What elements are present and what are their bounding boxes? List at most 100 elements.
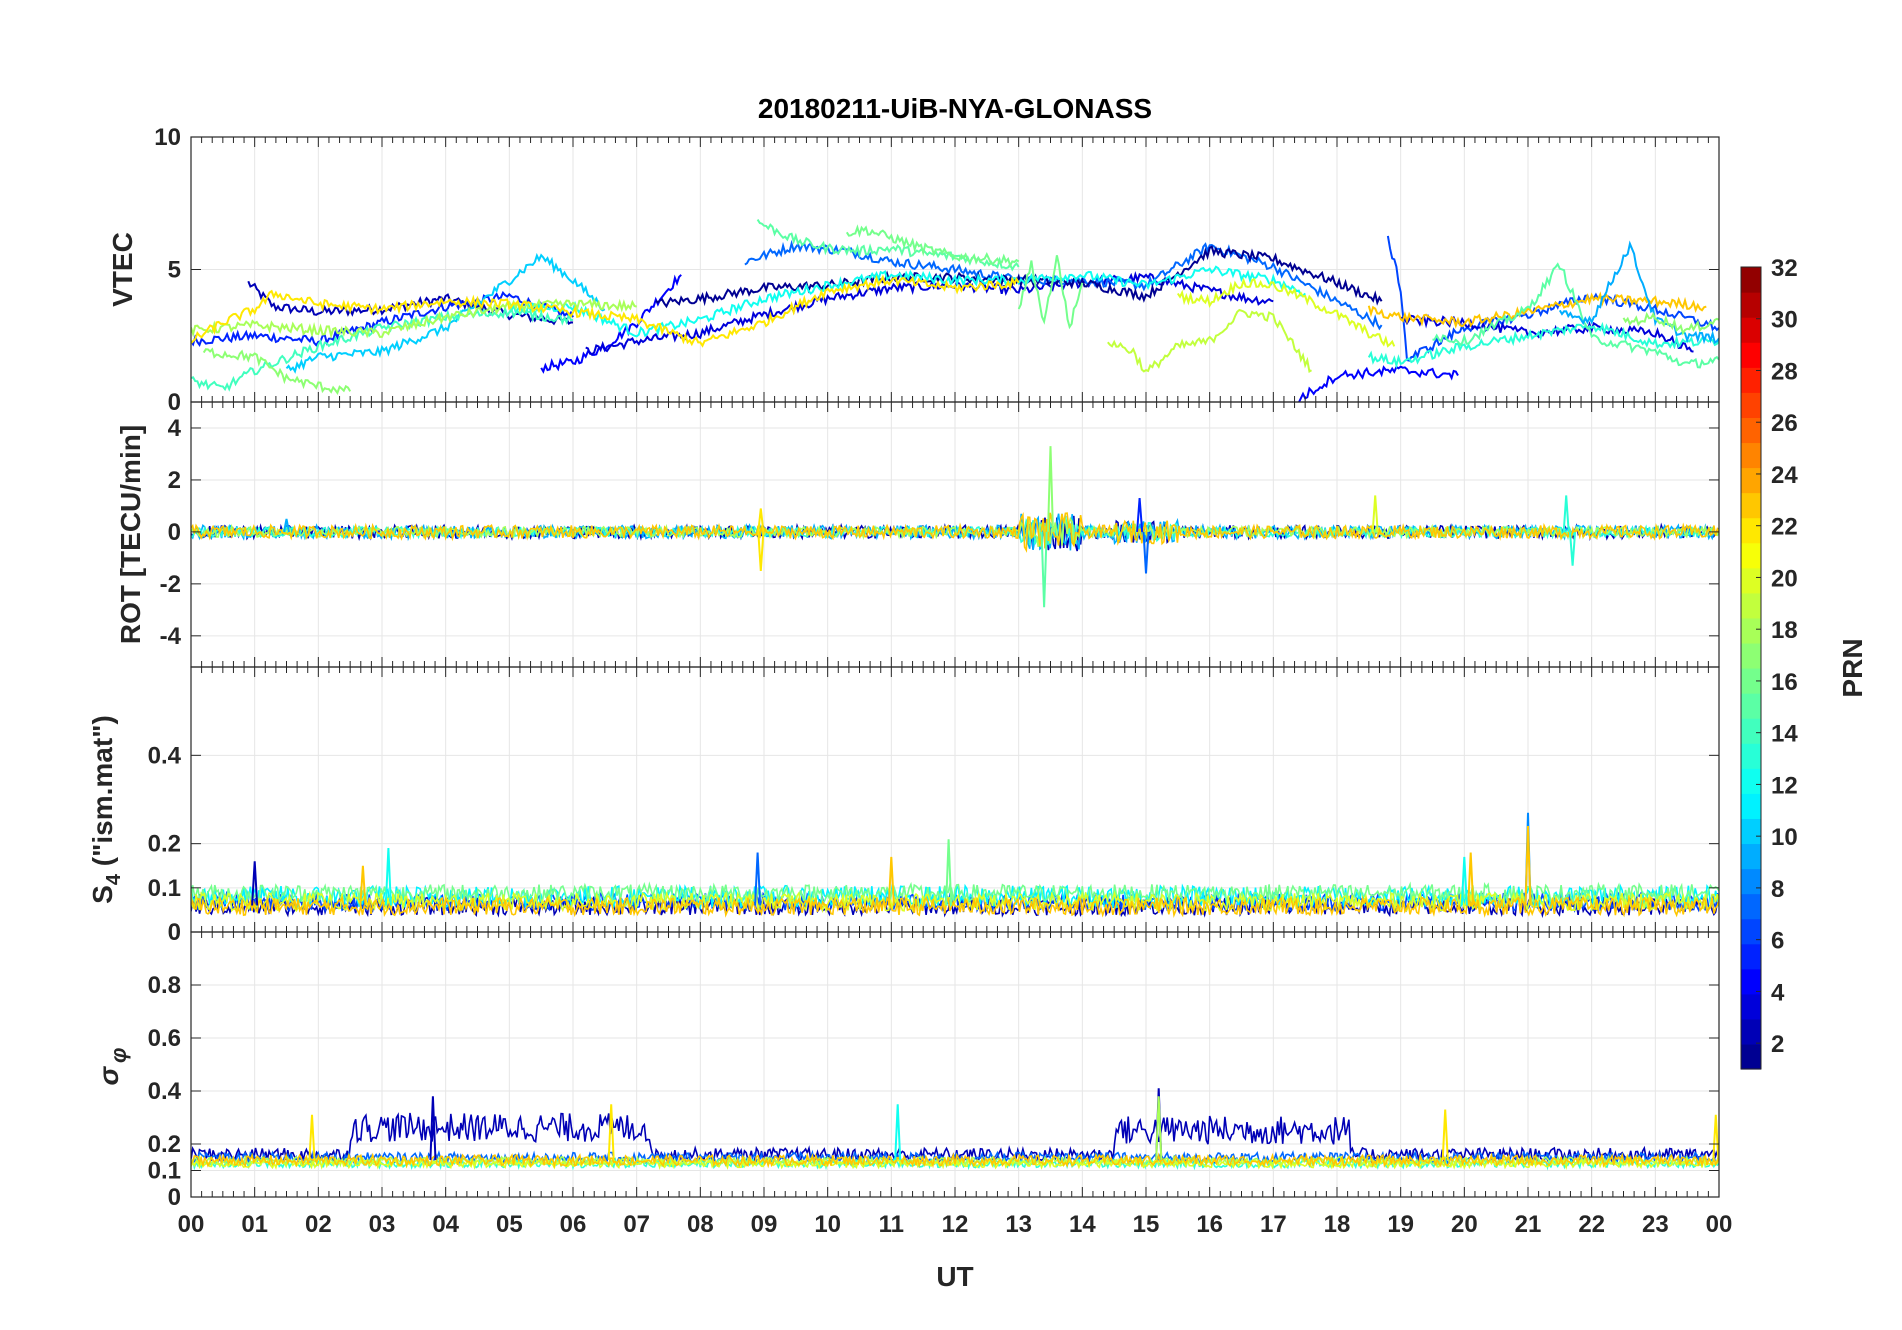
peak-prn-16 [945, 839, 953, 906]
colorbar-segment [1741, 843, 1761, 870]
vtec-series-prn-6 [1386, 235, 1719, 362]
vtec-series-prn-4 [1297, 365, 1459, 402]
peak-prn-12 [894, 1104, 902, 1160]
y-tick-label: 0 [168, 519, 181, 546]
peak-prn-23 [1524, 825, 1532, 906]
colorbar-segment [1741, 1018, 1761, 1045]
colorbar-segment [1741, 668, 1761, 694]
x-tick-label: 00 [1706, 1211, 1733, 1238]
colorbar-segment [1741, 918, 1761, 945]
y-tick-label: 0.8 [148, 972, 181, 999]
peak-prn-23 [359, 865, 367, 906]
y-tick-label: 0.6 [148, 1025, 181, 1052]
colorbar-tick-label: 28 [1771, 358, 1798, 385]
colorbar-tick-label: 18 [1771, 617, 1798, 644]
x-tick-label: 00 [178, 1211, 205, 1238]
x-axis-label: UT [936, 1261, 973, 1292]
colorbar-tick-label: 26 [1771, 410, 1798, 437]
x-tick-label: 11 [879, 1211, 904, 1238]
x-tick-label: 15 [1133, 1211, 1160, 1238]
colorbar-segment [1741, 342, 1761, 368]
vtec-series-prn-9 [1558, 240, 1719, 345]
x-axis: 00 01 02 03 04 05 06 07 08 09 10 11 12 13 14 15 16 17 18 19… [178, 1211, 1733, 1238]
x-tick-label: 18 [1324, 1211, 1351, 1238]
colorbar-segment [1741, 517, 1761, 544]
vtec-series-prn-12 [508, 265, 1306, 338]
peak-prn-22 [1712, 1114, 1719, 1160]
x-tick-label: 02 [305, 1211, 332, 1238]
colorbar-tick-label: 30 [1771, 307, 1798, 334]
colorbar-segment [1741, 818, 1761, 845]
colorbar-segment [1741, 693, 1761, 719]
series-group [191, 1088, 1719, 1171]
colorbar-tick-label: 2 [1771, 1031, 1784, 1058]
colorbar-segment [1741, 718, 1761, 744]
x-tick-label: 22 [1578, 1211, 1605, 1238]
vtec-series-prn-17 [1622, 311, 1719, 336]
colorbar-tick-label: 6 [1771, 928, 1784, 955]
peak-prn-22 [607, 1104, 615, 1160]
peak-prn-9 [283, 518, 290, 533]
x-tick-label: 14 [1069, 1211, 1096, 1238]
series-group [191, 812, 1719, 919]
x-tick-label: 09 [751, 1211, 778, 1238]
vtec-series-prn-14 [191, 304, 574, 392]
y-axis-label: ROT [TECU/min] [115, 425, 146, 644]
x-tick-label: 04 [432, 1211, 459, 1238]
y-axis-label: σφ [93, 1047, 131, 1085]
colorbar-tick-label: 24 [1771, 462, 1798, 489]
colorbar-segment [1741, 793, 1761, 819]
peak-prn-5 [1136, 498, 1144, 532]
x-tick-label: 13 [1005, 1211, 1032, 1238]
colorbar-tick-label: 10 [1771, 824, 1798, 851]
series-group [191, 446, 1719, 608]
chart-title: 20180211-UiB-NYA-GLONASS [758, 93, 1152, 124]
colorbar-segment [1741, 492, 1761, 519]
peak-prn-22 [308, 1114, 316, 1160]
colorbar-segment [1741, 1043, 1761, 1070]
colorbar-segment [1741, 968, 1761, 995]
series-prn-18 [191, 516, 1719, 548]
peak-prn-20 [1371, 495, 1379, 532]
vtec-series-prn-10 [285, 252, 606, 374]
peak-prn-22 [1441, 1109, 1449, 1160]
peak-prn-23 [887, 856, 895, 906]
colorbar-tick-label: 16 [1771, 669, 1798, 696]
x-tick-label: 23 [1642, 1211, 1669, 1238]
colorbar-tick-label: 22 [1771, 514, 1798, 541]
x-tick-label: 17 [1260, 1211, 1287, 1238]
x-tick-label: 21 [1515, 1211, 1542, 1238]
peak-prn-13 [1569, 531, 1577, 566]
vtec-series-prn-19 [1107, 308, 1312, 373]
vtec-series-prn-3 [585, 270, 1274, 356]
colorbar-segment [1741, 317, 1761, 343]
vtec-series-prn-1 [655, 245, 1383, 309]
colorbar-segment [1741, 442, 1761, 469]
y-tick-label: 0 [168, 919, 181, 946]
vtec-series-prn-5 [191, 290, 574, 348]
y-axis-label: S4 ("ism.mat") [87, 715, 125, 904]
y-tick-label: 0.2 [148, 831, 181, 858]
vtec-series-prn-16 [1017, 255, 1084, 330]
colorbar-tick-label: 8 [1771, 876, 1784, 903]
peak-prn-12 [1460, 856, 1468, 906]
y-tick-label: 0.2 [148, 1131, 181, 1158]
series-prn-2 [191, 1112, 1719, 1164]
colorbar-segment [1741, 417, 1761, 444]
colorbar-segment [1741, 292, 1761, 318]
colorbar-segment [1741, 993, 1761, 1020]
peak-prn-7 [1142, 531, 1150, 574]
peak-prn-7 [754, 852, 762, 906]
y-tick-label: 0.1 [148, 1158, 181, 1185]
peak-prn-2 [429, 1096, 437, 1160]
x-tick-label: 10 [814, 1211, 841, 1238]
x-tick-label: 16 [1196, 1211, 1223, 1238]
colorbar-tick-label: 20 [1771, 565, 1798, 592]
colorbar-tick-label: 32 [1771, 255, 1798, 282]
y-tick-label: 5 [168, 257, 181, 284]
vtec-series-prn-15 [1432, 262, 1719, 369]
series-prn-23 [191, 895, 1719, 919]
vtec-series-prn-20 [1176, 277, 1396, 348]
y-tick-label: 0.4 [148, 742, 182, 769]
